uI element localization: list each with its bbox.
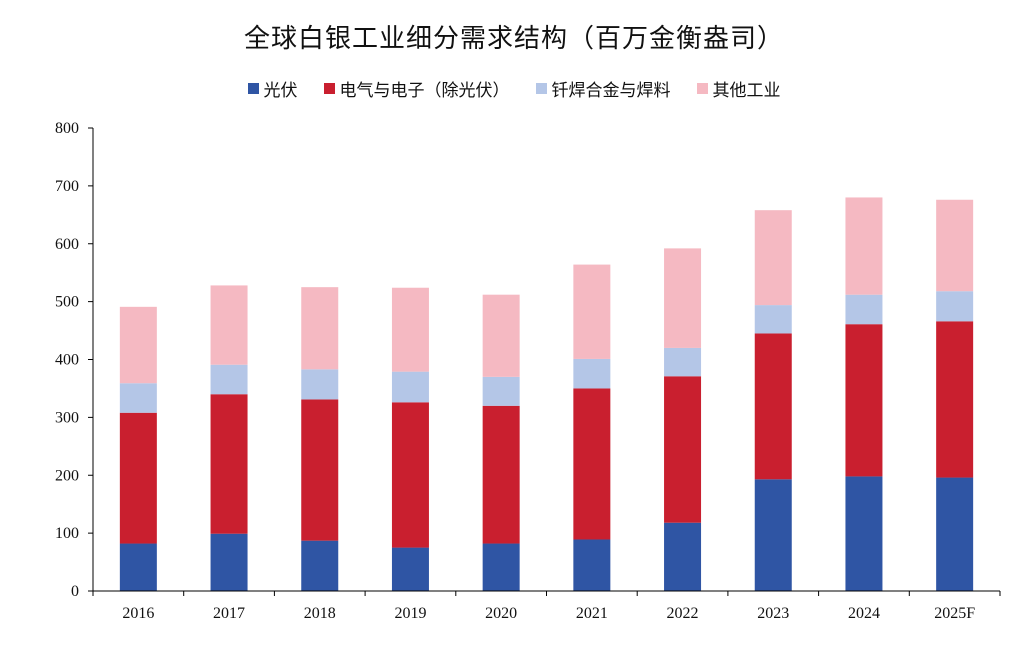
bar-2020-series-1 bbox=[482, 405, 520, 544]
bar-2023-series-2 bbox=[754, 305, 792, 334]
bar-2019-series-1 bbox=[391, 402, 429, 548]
legend-item-pv: 光伏 bbox=[247, 76, 298, 101]
legend-label-other: 其他工业 bbox=[712, 81, 781, 101]
bar-2019-series-2 bbox=[391, 371, 429, 403]
y-tick-label-800: 800 bbox=[55, 120, 79, 137]
bar-2024-series-2 bbox=[845, 294, 883, 325]
bar-2016-series-1 bbox=[119, 412, 157, 544]
bar-2022-series-0 bbox=[664, 522, 702, 591]
x-tick-label-2018: 2018 bbox=[304, 605, 336, 622]
bar-2016-series-2 bbox=[119, 383, 157, 413]
bar-2024-series-3 bbox=[845, 197, 883, 295]
bar-2019-series-0 bbox=[391, 547, 429, 591]
bar-2018-series-1 bbox=[301, 399, 339, 541]
y-tick-label-500: 500 bbox=[55, 294, 79, 311]
x-tick-label-2025F: 2025F bbox=[934, 605, 975, 622]
bar-2021-series-0 bbox=[573, 539, 611, 591]
bar-2020-series-0 bbox=[482, 543, 520, 591]
bar-2025F-series-2 bbox=[936, 291, 974, 322]
y-tick-label-100: 100 bbox=[55, 525, 79, 542]
bar-2021-series-2 bbox=[573, 358, 611, 389]
bar-2023-series-3 bbox=[754, 210, 792, 306]
bar-2025F-series-3 bbox=[936, 199, 974, 292]
bar-2021-series-1 bbox=[573, 388, 611, 540]
bar-2024-series-0 bbox=[845, 476, 883, 591]
bar-2024-series-1 bbox=[845, 324, 883, 477]
y-tick-label-0: 0 bbox=[71, 583, 79, 600]
y-tick-label-300: 300 bbox=[55, 409, 79, 426]
bar-2022-series-2 bbox=[664, 347, 702, 377]
bar-2022-series-3 bbox=[664, 248, 702, 348]
bar-2025F-series-1 bbox=[936, 321, 974, 478]
bar-2016-series-3 bbox=[119, 306, 157, 384]
chart-legend: 光伏 电气与电子（除光伏） 钎焊合金与焊料 其他工业 bbox=[0, 76, 1028, 101]
chart-title: 全球白银工业细分需求结构（百万金衡盎司） bbox=[243, 24, 784, 54]
x-tick-label-2021: 2021 bbox=[576, 605, 608, 622]
bar-2017-series-2 bbox=[210, 364, 248, 395]
legend-swatch-pv bbox=[247, 83, 259, 94]
x-tick-label-2024: 2024 bbox=[848, 605, 880, 622]
bar-2022-series-1 bbox=[664, 376, 702, 523]
legend-label-electronics: 电气与电子（除光伏） bbox=[339, 81, 510, 101]
legend-item-other: 其他工业 bbox=[696, 76, 781, 101]
bar-2020-series-3 bbox=[482, 294, 520, 377]
legend-swatch-brazing bbox=[535, 83, 547, 94]
bar-2018-series-3 bbox=[301, 287, 339, 370]
bar-2020-series-2 bbox=[482, 376, 520, 406]
bar-2017-series-3 bbox=[210, 285, 248, 365]
legend-label-brazing: 钎焊合金与焊料 bbox=[551, 81, 671, 101]
bar-2017-series-0 bbox=[210, 533, 248, 591]
legend-swatch-other bbox=[696, 83, 708, 94]
y-tick-label-400: 400 bbox=[55, 352, 79, 369]
bar-2018-series-2 bbox=[301, 369, 339, 400]
bar-2025F-series-0 bbox=[936, 477, 974, 591]
x-tick-label-2017: 2017 bbox=[213, 605, 245, 622]
legend-item-electronics: 电气与电子（除光伏） bbox=[323, 76, 510, 101]
bar-2017-series-1 bbox=[210, 394, 248, 534]
bar-2023-series-0 bbox=[754, 479, 792, 591]
legend-label-pv: 光伏 bbox=[263, 81, 298, 101]
x-tick-label-2016: 2016 bbox=[122, 605, 154, 622]
bar-2021-series-3 bbox=[573, 264, 611, 359]
legend-item-brazing: 钎焊合金与焊料 bbox=[535, 76, 671, 101]
bar-2019-series-3 bbox=[391, 287, 429, 372]
y-tick-label-700: 700 bbox=[55, 178, 79, 195]
legend-swatch-electronics bbox=[323, 83, 335, 94]
bar-2023-series-1 bbox=[754, 333, 792, 480]
y-tick-label-600: 600 bbox=[55, 236, 79, 253]
bar-2018-series-0 bbox=[301, 540, 339, 591]
bar-2016-series-0 bbox=[119, 543, 157, 591]
x-tick-label-2022: 2022 bbox=[667, 605, 699, 622]
y-tick-label-200: 200 bbox=[55, 467, 79, 484]
x-tick-label-2023: 2023 bbox=[757, 605, 789, 622]
x-tick-label-2019: 2019 bbox=[394, 605, 426, 622]
x-tick-label-2020: 2020 bbox=[485, 605, 517, 622]
